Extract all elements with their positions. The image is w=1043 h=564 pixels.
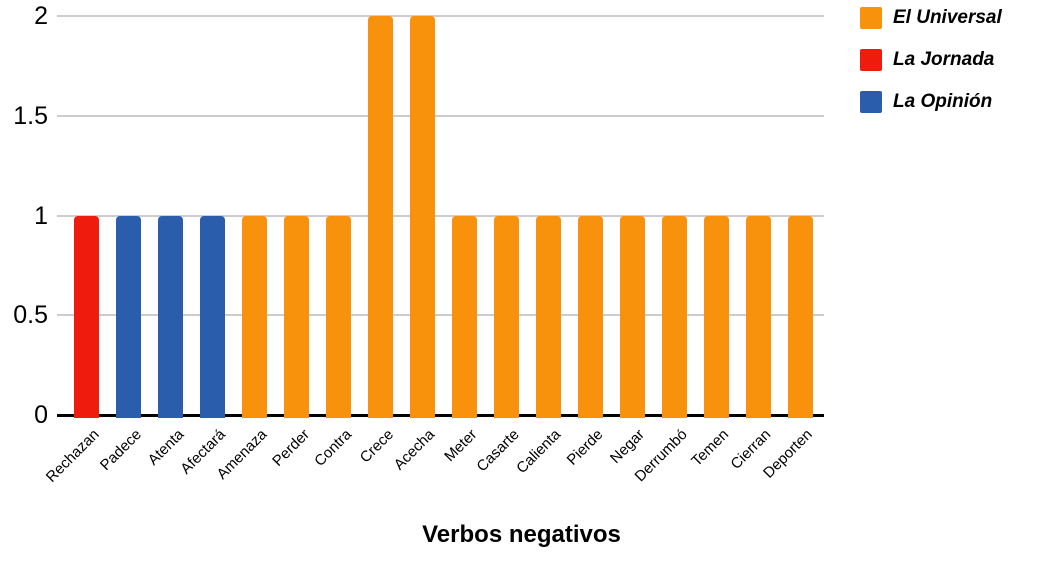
legend-label: La Jornada xyxy=(893,49,995,70)
y-tick-label: 0.5 xyxy=(13,301,48,330)
x-tick-label: Pierde xyxy=(563,426,607,469)
bar-cierran xyxy=(745,215,771,418)
bar-crece xyxy=(368,16,394,418)
gridline xyxy=(57,114,824,117)
bar-amenaza xyxy=(242,215,268,418)
bar-acecha xyxy=(410,16,436,418)
x-tick-label: Perder xyxy=(268,426,313,470)
y-tick-label: 2 xyxy=(34,2,48,30)
bar-rechazan xyxy=(74,215,100,418)
bar-contra xyxy=(326,215,352,418)
legend-swatch-icon xyxy=(860,7,882,29)
legend-label: La Opinión xyxy=(893,91,993,112)
x-tick-label: Meter xyxy=(441,426,481,466)
bar-atenta xyxy=(158,215,184,418)
x-axis-title: Verbos negativos xyxy=(422,521,621,548)
bar-derrumbó xyxy=(661,215,687,418)
bar-negar xyxy=(619,215,645,418)
bar-pierde xyxy=(577,215,603,418)
legend-swatch-icon xyxy=(860,91,882,113)
gridline xyxy=(57,314,824,317)
x-tick-label: Padece xyxy=(96,426,145,474)
y-tick-label: 1.5 xyxy=(13,101,48,130)
legend-item: La Opinión xyxy=(860,91,1002,113)
x-tick-label: Contra xyxy=(310,426,355,470)
bar-padece xyxy=(116,215,142,418)
x-tick-label: Calienta xyxy=(513,426,565,477)
legend-label: El Universal xyxy=(893,7,1002,28)
bar-afectará xyxy=(200,215,226,418)
x-tick-label: Acecha xyxy=(391,426,439,474)
legend-item: La Jornada xyxy=(860,49,1002,71)
y-tick-label: 1 xyxy=(34,201,48,230)
y-tick-label: 0 xyxy=(34,401,48,429)
x-tick-label: Temen xyxy=(688,426,733,470)
gridline xyxy=(57,214,824,217)
bar-temen xyxy=(703,215,729,418)
legend-swatch-icon xyxy=(860,49,882,71)
gridline xyxy=(57,15,824,17)
bar-calienta xyxy=(535,215,561,418)
bar-deporten xyxy=(787,215,813,418)
bar-perder xyxy=(284,215,310,418)
bar-casarte xyxy=(493,215,519,418)
x-tick-label: Rechazan xyxy=(43,426,104,486)
bar-meter xyxy=(451,215,477,418)
legend-item: El Universal xyxy=(860,7,1002,29)
legend: El Universal La Jornada La Opinión xyxy=(860,7,1002,133)
x-axis-line xyxy=(57,414,824,417)
